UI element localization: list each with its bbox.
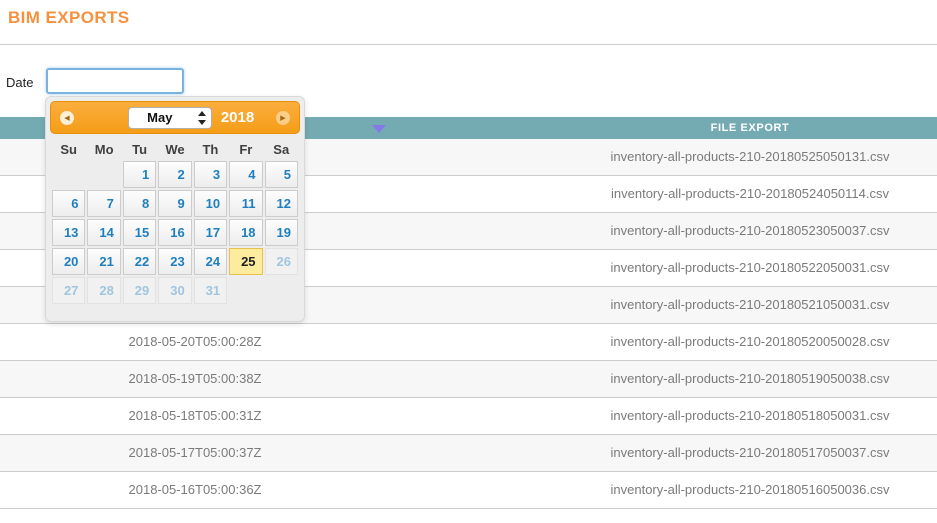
circle-triangle-left-icon: ◀ bbox=[64, 114, 70, 122]
calendar-day-8[interactable]: 8 bbox=[122, 190, 157, 217]
calendar-day-18[interactable]: 18 bbox=[229, 219, 263, 246]
calendar-day-25[interactable]: 25 bbox=[229, 248, 263, 275]
select-stepper-icon bbox=[197, 110, 207, 125]
row-file-export: inventory-all-products-210-2018051905003… bbox=[610, 371, 890, 386]
page-title: BIM EXPORTS bbox=[8, 8, 130, 27]
table-row: 2018-05-16T05:00:36Z inventory-all-produc… bbox=[0, 472, 937, 509]
row-date-exported: 2018-05-17T05:00:37Z bbox=[128, 445, 262, 460]
datepicker-popup: ◀ May 2018 ▶ Su Mo Tu We Th Fr Sa 1 2 3 4 5 6 7 8 9 10 1… bbox=[45, 96, 305, 322]
calendar-day-2[interactable]: 2 bbox=[158, 161, 192, 188]
row-date-exported: 2018-05-19T05:00:38Z bbox=[128, 371, 262, 386]
row-file-export: inventory-all-products-210-2018052405011… bbox=[611, 186, 889, 201]
day-of-week-label: Su bbox=[60, 142, 78, 157]
row-date-exported: 2018-05-20T05:00:28Z bbox=[128, 334, 262, 349]
calendar-day-22[interactable]: 22 bbox=[122, 248, 157, 275]
date-filter-input[interactable] bbox=[46, 68, 184, 94]
row-file-export: inventory-all-products-210-2018052205003… bbox=[610, 260, 890, 275]
calendar-day-12[interactable]: 12 bbox=[264, 190, 298, 217]
row-file-export: inventory-all-products-210-2018052505013… bbox=[610, 149, 890, 164]
date-filter-label: Date bbox=[6, 75, 34, 90]
calendar-day-17[interactable]: 17 bbox=[193, 219, 228, 246]
file-export-column-header[interactable]: FILE EXPORT bbox=[710, 122, 790, 134]
day-of-week-label: Tu bbox=[132, 142, 148, 157]
table-row: 2018-05-17T05:00:37Z inventory-all-produc… bbox=[0, 435, 937, 472]
calendar-day-16[interactable]: 16 bbox=[158, 219, 192, 246]
calendar-day-7[interactable]: 7 bbox=[87, 190, 121, 217]
calendar-day-24[interactable]: 24 bbox=[193, 248, 228, 275]
calendar-day-13[interactable]: 13 bbox=[52, 219, 86, 246]
row-file-export: inventory-all-products-210-2018051705003… bbox=[610, 445, 890, 460]
header-divider bbox=[0, 44, 937, 45]
row-date-exported: 2018-05-18T05:00:31Z bbox=[128, 408, 262, 423]
next-month-button[interactable]: ▶ bbox=[276, 111, 290, 125]
circle-triangle-right-icon: ▶ bbox=[280, 114, 286, 122]
day-of-week-label: We bbox=[165, 142, 185, 157]
calendar-day-27: 27 bbox=[52, 277, 86, 304]
calendar-day-20[interactable]: 20 bbox=[52, 248, 86, 275]
row-date-exported: 2018-05-16T05:00:36Z bbox=[128, 482, 262, 497]
calendar-day-19[interactable]: 19 bbox=[264, 219, 298, 246]
datepicker-title: May 2018 bbox=[127, 106, 255, 129]
calendar-day-29: 29 bbox=[122, 277, 157, 304]
month-select-value: May bbox=[147, 109, 173, 125]
calendar-week-row: 6 7 8 9 10 11 12 bbox=[50, 189, 300, 218]
calendar-day-headers: Su Mo Tu We Th Fr Sa bbox=[50, 142, 300, 157]
calendar-day-14[interactable]: 14 bbox=[87, 219, 121, 246]
calendar-week-row: 27 28 29 30 31 bbox=[50, 276, 300, 305]
calendar-day-9[interactable]: 9 bbox=[158, 190, 192, 217]
calendar-day-1[interactable]: 1 bbox=[122, 161, 157, 188]
calendar-week-row: 13 14 15 16 17 18 19 bbox=[50, 218, 300, 247]
calendar-day-23[interactable]: 23 bbox=[158, 248, 192, 275]
calendar-day-28: 28 bbox=[87, 277, 121, 304]
sort-descending-icon[interactable] bbox=[372, 125, 386, 133]
calendar-week-row: 20 21 22 23 24 25 26 bbox=[50, 247, 300, 276]
calendar-day-5[interactable]: 5 bbox=[264, 161, 298, 188]
calendar-day-6[interactable]: 6 bbox=[52, 190, 86, 217]
year-label: 2018 bbox=[220, 109, 255, 126]
row-file-export: inventory-all-products-210-2018052005002… bbox=[610, 334, 890, 349]
calendar-day-31: 31 bbox=[193, 277, 228, 304]
table-row: 2018-05-20T05:00:28Z inventory-all-produc… bbox=[0, 324, 937, 361]
day-of-week-label: Sa bbox=[273, 142, 290, 157]
row-file-export: inventory-all-products-210-2018051605003… bbox=[610, 482, 890, 497]
table-row: 2018-05-18T05:00:31Z inventory-all-produc… bbox=[0, 398, 937, 435]
calendar-day-4[interactable]: 4 bbox=[229, 161, 263, 188]
row-file-export: inventory-all-products-210-2018052305003… bbox=[610, 223, 890, 238]
calendar-day-15[interactable]: 15 bbox=[122, 219, 157, 246]
table-row: 2018-05-19T05:00:38Z inventory-all-produc… bbox=[0, 361, 937, 398]
day-of-week-label: Th bbox=[202, 142, 219, 157]
calendar-grid: 1 2 3 4 5 6 7 8 9 10 11 12 13 14 15 16 17 18 19 20 21 22 23 24 2… bbox=[50, 160, 300, 305]
day-of-week-label: Fr bbox=[239, 142, 253, 157]
prev-month-button[interactable]: ◀ bbox=[60, 111, 74, 125]
calendar-day-10[interactable]: 10 bbox=[193, 190, 228, 217]
row-file-export: inventory-all-products-210-2018052105003… bbox=[610, 297, 890, 312]
month-select[interactable]: May bbox=[127, 106, 212, 129]
day-of-week-label: Mo bbox=[94, 142, 114, 157]
calendar-day-11[interactable]: 11 bbox=[229, 190, 263, 217]
datepicker-header: ◀ May 2018 ▶ bbox=[50, 101, 300, 134]
calendar-day-26: 26 bbox=[264, 248, 298, 275]
calendar-day-3[interactable]: 3 bbox=[193, 161, 228, 188]
calendar-day-30: 30 bbox=[158, 277, 192, 304]
calendar-day-21[interactable]: 21 bbox=[87, 248, 121, 275]
row-file-export: inventory-all-products-210-2018051805003… bbox=[610, 408, 890, 423]
